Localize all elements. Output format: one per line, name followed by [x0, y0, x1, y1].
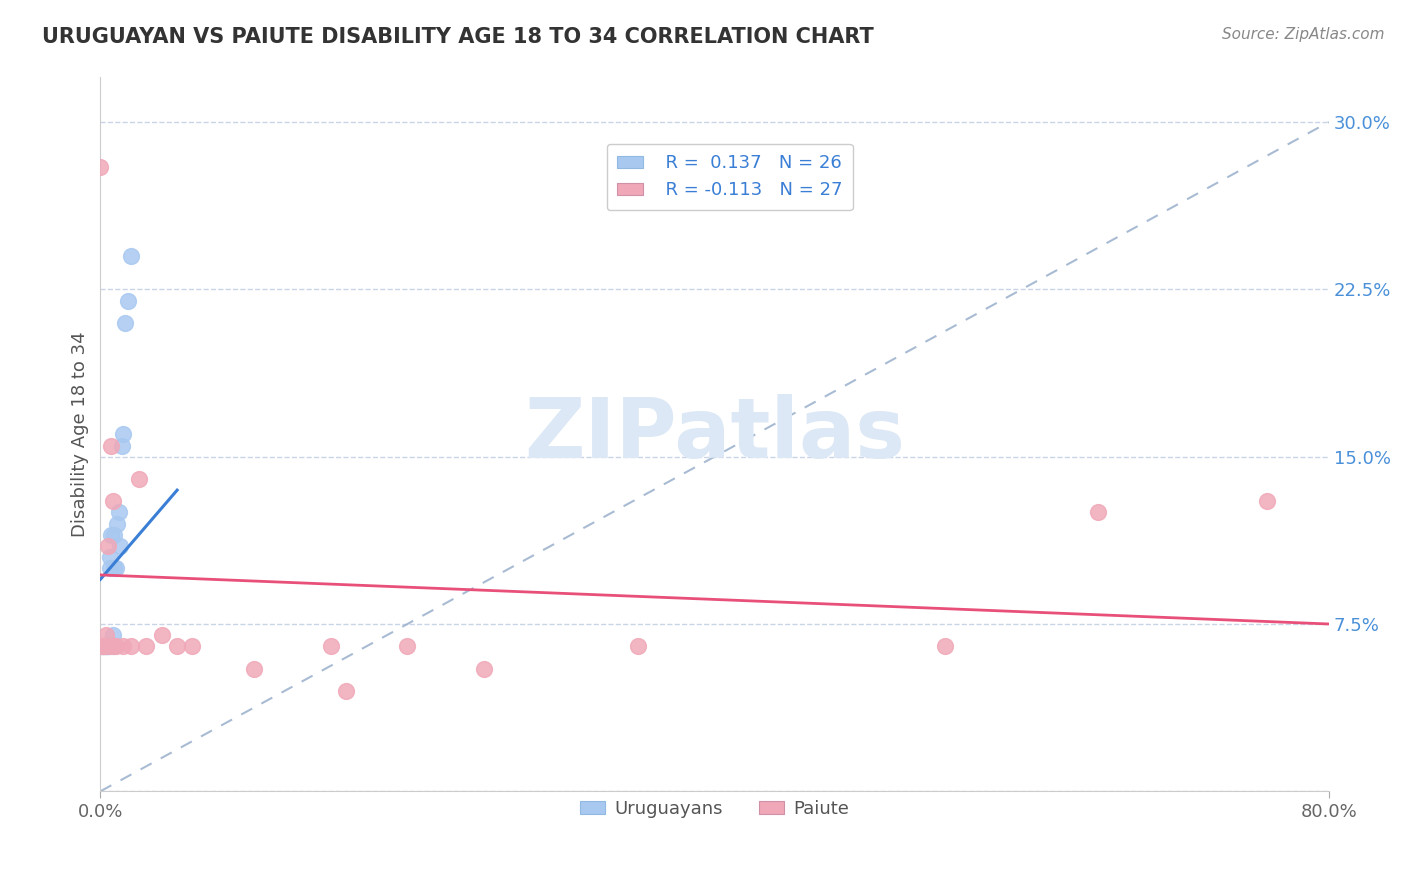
Point [112, 427, 135, 442]
Point [120, 640, 142, 654]
Point [96, 628, 118, 642]
Point [97, 640, 120, 654]
Point [103, 561, 125, 575]
Point [627, 640, 650, 654]
Y-axis label: Disability Age 18 to 34: Disability Age 18 to 34 [72, 332, 89, 537]
Point [181, 640, 204, 654]
Text: Source: ZipAtlas.com: Source: ZipAtlas.com [1222, 27, 1385, 42]
Point [112, 640, 135, 654]
Point [90, 640, 112, 654]
Point [103, 640, 125, 654]
Point [104, 640, 127, 654]
Point [98, 561, 121, 575]
Point [96, 640, 118, 654]
Point [243, 662, 266, 676]
Point [93, 640, 115, 654]
Text: ZIPatlas: ZIPatlas [524, 394, 905, 475]
Point [100, 528, 122, 542]
Legend: Uruguayans, Paiute: Uruguayans, Paiute [572, 793, 856, 825]
Point [97, 640, 120, 654]
Point [111, 438, 134, 452]
Point [1256, 494, 1278, 508]
Point [93, 640, 115, 654]
Point [98, 550, 121, 565]
Point [94, 640, 117, 654]
Point [94, 640, 117, 654]
Point [166, 640, 188, 654]
Point [105, 516, 128, 531]
Point [94, 640, 117, 654]
Point [103, 528, 125, 542]
Point [97, 539, 120, 553]
Point [101, 640, 124, 654]
Point [128, 472, 150, 486]
Point [97, 640, 120, 654]
Point [335, 684, 357, 698]
Point [93, 640, 115, 654]
Point [89, 640, 111, 654]
Point [934, 640, 956, 654]
Point [101, 628, 124, 642]
Point [107, 505, 129, 519]
Point [98, 640, 121, 654]
Point [101, 494, 124, 508]
Point [104, 561, 127, 575]
Point [89, 160, 111, 174]
Point [319, 640, 342, 654]
Text: URUGUAYAN VS PAIUTE DISABILITY AGE 18 TO 34 CORRELATION CHART: URUGUAYAN VS PAIUTE DISABILITY AGE 18 TO… [42, 27, 875, 46]
Point [135, 640, 157, 654]
Point [150, 628, 173, 642]
Point [110, 539, 132, 553]
Point [90, 640, 112, 654]
Point [1087, 505, 1109, 519]
Point [120, 249, 142, 263]
Point [114, 316, 136, 330]
Point [100, 438, 122, 452]
Point [117, 293, 139, 308]
Point [472, 662, 495, 676]
Point [396, 640, 419, 654]
